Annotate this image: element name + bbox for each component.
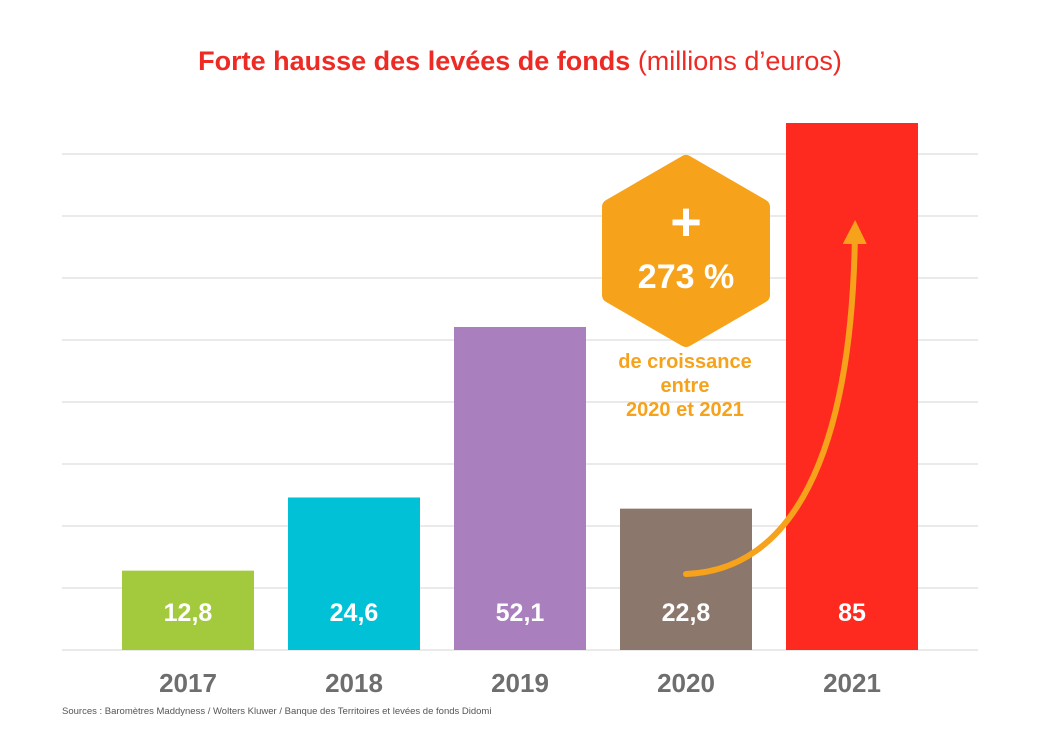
value-label-2017: 12,8 [164, 599, 213, 627]
bar-2020 [620, 508, 752, 650]
growth-badge: + 273 % [602, 155, 770, 347]
x-tick-2018: 2018 [325, 668, 383, 698]
value-labels: 12,8 24,6 52,1 22,8 85 [164, 599, 866, 627]
bar-2018 [288, 497, 420, 650]
x-tick-2017: 2017 [159, 668, 217, 698]
value-label-2020: 22,8 [662, 599, 711, 627]
bar-2017 [122, 570, 254, 650]
annotation-line-1: de croissance [618, 351, 752, 373]
chart-title-unit: (millions d’euros) [637, 46, 842, 76]
bar-2019 [454, 326, 586, 650]
chart-title-main: Forte hausse des levées de fonds [198, 46, 631, 76]
x-tick-2021: 2021 [823, 668, 881, 698]
source-note: Sources : Baromètres Maddyness / Wolters… [62, 706, 492, 717]
annotation-line-3: 2020 et 2021 [626, 399, 744, 421]
badge-percentage: 273 % [638, 258, 734, 296]
chart-title: Forte hausse des levées de fonds (millio… [0, 44, 1040, 78]
growth-annotation-text: de croissance entre 2020 et 2021 [590, 350, 780, 422]
growth-arrow [683, 220, 867, 577]
value-label-2018: 24,6 [330, 599, 379, 627]
x-axis-tick-labels: 2017 2018 2019 2020 2021 [159, 668, 881, 698]
annotation-line-2: entre [660, 375, 710, 397]
value-label-2021: 85 [838, 599, 866, 627]
value-label-2019: 52,1 [496, 599, 545, 627]
x-tick-2019: 2019 [491, 668, 549, 698]
bars [122, 123, 918, 650]
x-tick-2020: 2020 [657, 668, 715, 698]
badge-plus: + [670, 192, 702, 252]
bar-2021 [786, 123, 918, 650]
hexagon-badge [602, 155, 770, 347]
